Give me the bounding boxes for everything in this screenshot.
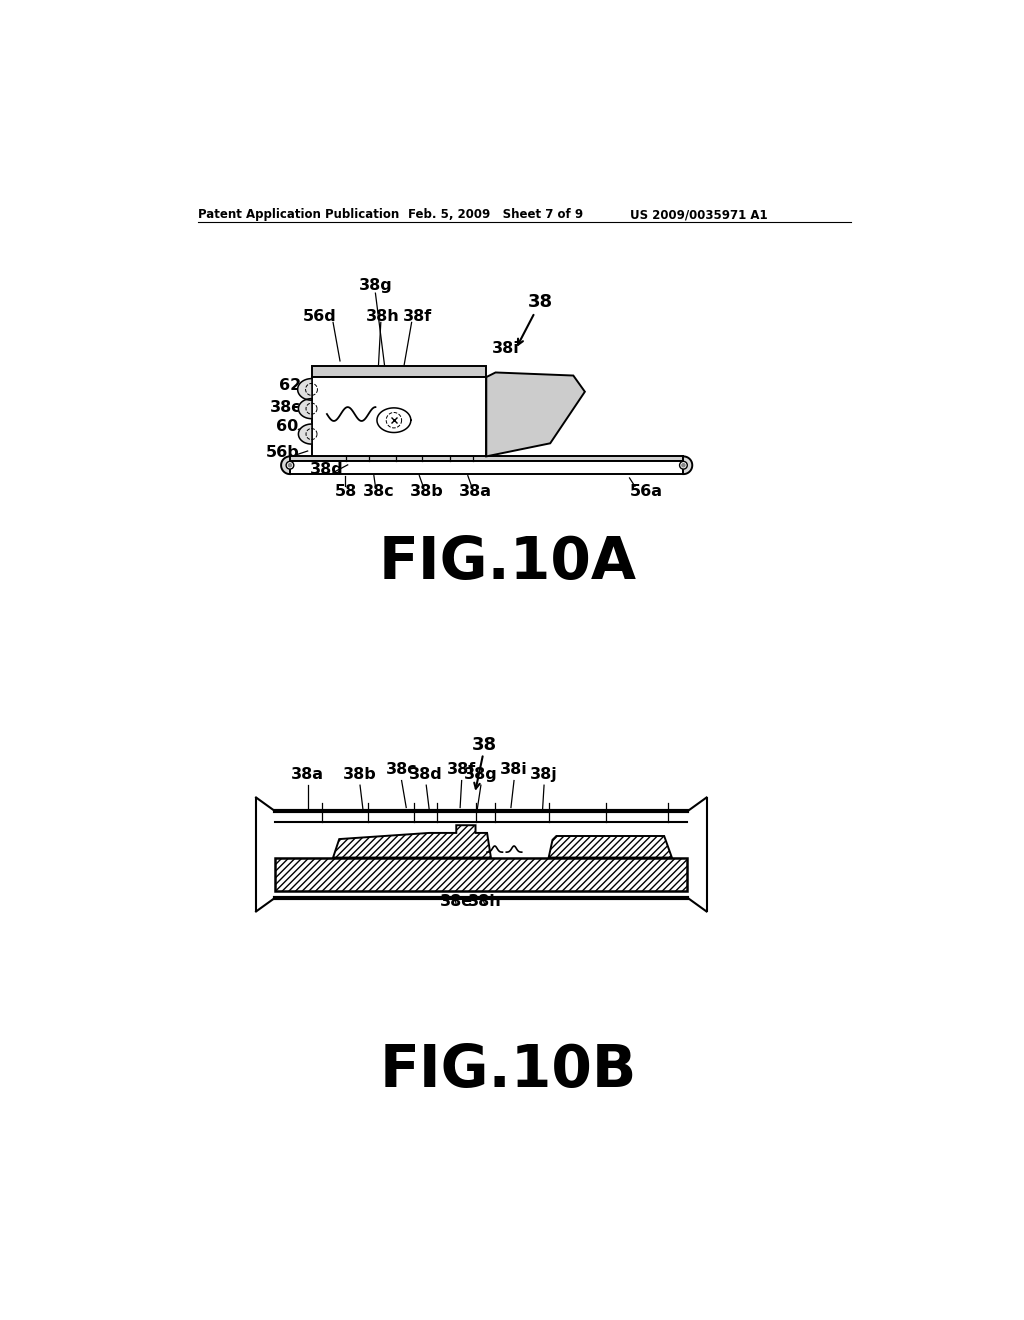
Circle shape [288, 463, 292, 467]
Text: 56c: 56c [411, 414, 443, 429]
Text: 38g: 38g [464, 767, 498, 781]
Text: 38h: 38h [468, 894, 502, 909]
Circle shape [681, 463, 686, 467]
Polygon shape [311, 367, 486, 378]
Circle shape [680, 462, 687, 469]
Text: 38j: 38j [539, 380, 566, 396]
Circle shape [286, 462, 294, 469]
Polygon shape [290, 461, 683, 474]
Text: Feb. 5, 2009   Sheet 7 of 9: Feb. 5, 2009 Sheet 7 of 9 [408, 209, 583, 222]
Text: FIG.10A: FIG.10A [379, 535, 637, 591]
Text: 56d: 56d [303, 309, 337, 323]
Text: 38j: 38j [530, 767, 558, 781]
Polygon shape [683, 457, 692, 474]
Text: 38b: 38b [343, 767, 377, 781]
Polygon shape [333, 825, 490, 858]
Polygon shape [275, 858, 687, 891]
Text: 38h: 38h [367, 309, 400, 323]
Text: 38d: 38d [410, 767, 443, 781]
Text: 38c: 38c [362, 483, 394, 499]
Text: 38e: 38e [269, 400, 303, 414]
Polygon shape [282, 457, 290, 474]
Text: 38a: 38a [291, 767, 325, 781]
Text: 38g: 38g [358, 279, 392, 293]
Text: 38c: 38c [386, 763, 418, 777]
Polygon shape [311, 378, 486, 457]
Polygon shape [298, 399, 311, 418]
Text: 60: 60 [275, 418, 298, 434]
Text: 38b: 38b [411, 483, 443, 499]
Polygon shape [549, 836, 672, 858]
Polygon shape [377, 408, 411, 433]
Text: FIG.10B: FIG.10B [379, 1043, 637, 1100]
Text: 58: 58 [335, 483, 357, 499]
Text: 38i: 38i [492, 341, 519, 356]
Text: 38f: 38f [403, 309, 432, 323]
Text: US 2009/0035971 A1: US 2009/0035971 A1 [630, 209, 767, 222]
Text: 38e: 38e [439, 894, 473, 909]
Text: 56a: 56a [630, 483, 663, 499]
Text: 38: 38 [472, 737, 498, 754]
Text: 38f: 38f [447, 763, 476, 777]
Text: 62: 62 [279, 378, 301, 393]
Polygon shape [298, 424, 311, 444]
Text: 38: 38 [527, 293, 553, 312]
Polygon shape [298, 379, 311, 400]
Text: Patent Application Publication: Patent Application Publication [199, 209, 399, 222]
Text: 38i: 38i [500, 763, 528, 777]
Text: 56b: 56b [266, 445, 300, 461]
Text: 38a: 38a [459, 483, 492, 499]
Polygon shape [290, 457, 683, 461]
Text: 38d: 38d [310, 462, 344, 477]
Polygon shape [486, 372, 585, 457]
